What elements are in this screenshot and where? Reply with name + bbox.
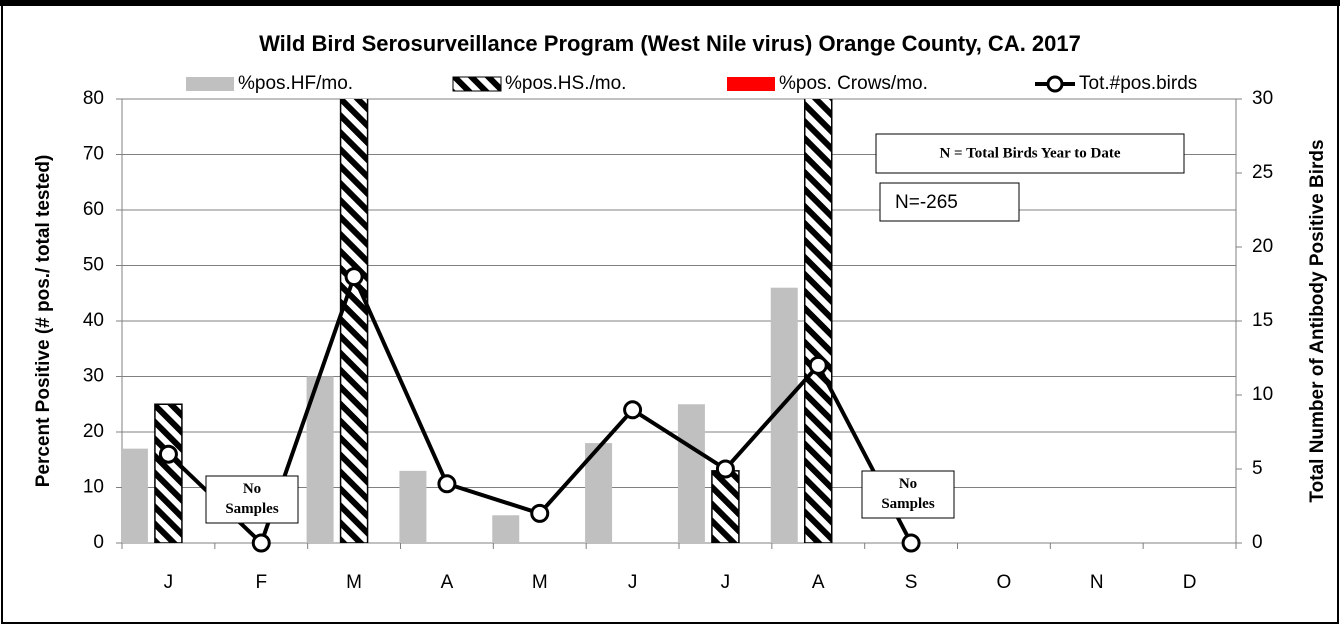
x-tick-label: A [812, 572, 825, 593]
legend-label: %pos. Crows/mo. [779, 73, 928, 94]
bars [122, 99, 833, 543]
annotation: N = Total Birds Year to Date [939, 145, 1120, 161]
marker [808, 355, 828, 375]
annotations: N = Total Birds Year to Date N=-265 No Sa… [205, 133, 1185, 524]
y2-tick-label: 15 [1252, 310, 1273, 331]
y-tick-label: 30 [83, 366, 104, 387]
y-tick-label: 20 [83, 421, 104, 442]
y2-tick-label: 30 [1252, 88, 1273, 109]
x-tick-label: D [1183, 572, 1197, 593]
y-tick-label: 80 [83, 88, 104, 109]
legend-swatch [186, 77, 234, 91]
y2-tick-label: 0 [1252, 532, 1263, 553]
y-tick-label: 10 [83, 477, 104, 498]
marker [158, 444, 178, 464]
y2-tick-label: 20 [1252, 236, 1273, 257]
legend-swatch [452, 76, 502, 92]
annotation: No Samples [225, 481, 279, 517]
annotation: No Samples [881, 476, 935, 512]
x-tick-label: M [532, 572, 548, 593]
marker [623, 400, 643, 420]
x-tick-label: J [721, 572, 731, 593]
y2-tick-label: 5 [1252, 458, 1263, 479]
x-tick-label: S [905, 572, 918, 593]
y-tick-label: 60 [83, 199, 104, 220]
annotation-box [861, 470, 955, 519]
bar [154, 403, 183, 543]
y2-tick-label: 10 [1252, 384, 1273, 405]
x-tick-label: N [1090, 572, 1104, 593]
y-tick-label: 40 [83, 310, 104, 331]
marker [344, 267, 364, 287]
x-tick-label: A [441, 572, 454, 593]
x-tick-label: J [164, 572, 174, 593]
marker [251, 533, 271, 553]
legend-marker [1046, 75, 1064, 93]
x-tick-label: O [997, 572, 1012, 593]
x-tick-label: M [346, 572, 362, 593]
legend-label: Tot.#pos.birds [1079, 73, 1197, 94]
legend-swatch [727, 77, 775, 91]
marker [715, 459, 735, 479]
y2-tick-label: 25 [1252, 162, 1273, 183]
bar [711, 470, 740, 543]
bar [339, 99, 369, 543]
bar [399, 470, 427, 543]
marker [437, 474, 457, 494]
x-tick-label: F [255, 572, 267, 593]
annotation-box [205, 475, 299, 524]
bar [492, 515, 520, 543]
x-tick-label: J [628, 572, 638, 593]
annotation: N=-265 [895, 192, 958, 213]
y-tick-label: 0 [93, 532, 104, 553]
legend-label: %pos.HF/mo. [238, 73, 353, 94]
bar [804, 99, 833, 543]
y-tick-label: 50 [83, 255, 104, 276]
y-tick-label: 70 [83, 144, 104, 165]
bar [677, 404, 705, 543]
legend-label: %pos.HS./mo. [505, 73, 626, 94]
y2-axis-title: Total Number of Antibody Positive Birds [1307, 139, 1328, 502]
marker [530, 503, 550, 523]
chart-title: Wild Bird Serosurveillance Program (West… [259, 31, 1081, 56]
annotation-box [879, 182, 1020, 222]
bar [122, 448, 148, 543]
annotation-box [875, 133, 1185, 174]
marker [901, 533, 921, 553]
y-axis-title: Percent Positive (# pos./ total tested) [33, 155, 54, 488]
